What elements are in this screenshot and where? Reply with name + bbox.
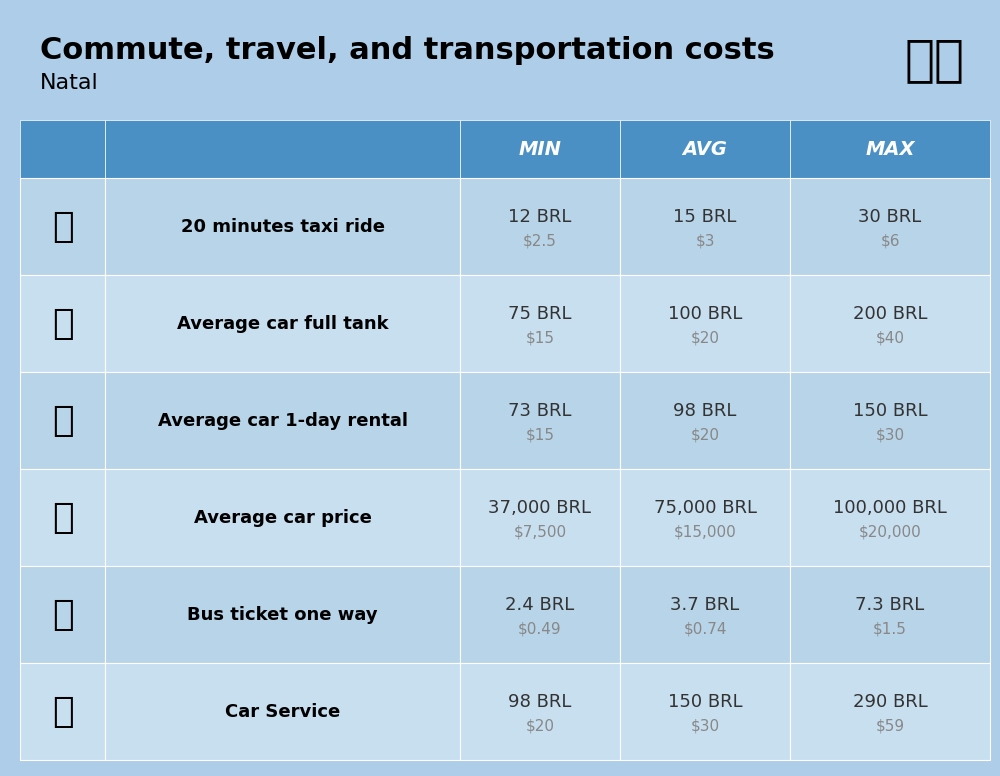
FancyBboxPatch shape: [460, 372, 620, 469]
Text: $30: $30: [690, 719, 720, 733]
FancyBboxPatch shape: [620, 566, 790, 663]
Text: 🛠: 🛠: [52, 695, 73, 729]
Text: $3: $3: [695, 234, 715, 248]
Text: $15: $15: [526, 331, 554, 345]
FancyBboxPatch shape: [20, 275, 105, 372]
Text: $1.5: $1.5: [873, 622, 907, 636]
Text: $7,500: $7,500: [513, 525, 567, 539]
FancyBboxPatch shape: [790, 275, 990, 372]
Text: Average car price: Average car price: [194, 509, 371, 527]
FancyBboxPatch shape: [620, 120, 790, 178]
FancyBboxPatch shape: [105, 120, 460, 178]
Text: 75 BRL: 75 BRL: [508, 305, 572, 323]
FancyBboxPatch shape: [620, 178, 790, 275]
Text: $0.49: $0.49: [518, 622, 562, 636]
Text: Average car 1-day rental: Average car 1-day rental: [158, 412, 408, 430]
Text: Natal: Natal: [40, 73, 99, 93]
FancyBboxPatch shape: [20, 566, 105, 663]
Text: 290 BRL: 290 BRL: [853, 693, 927, 711]
Text: 150 BRL: 150 BRL: [668, 693, 742, 711]
Text: $40: $40: [876, 331, 904, 345]
FancyBboxPatch shape: [105, 663, 460, 760]
Text: $15,000: $15,000: [674, 525, 736, 539]
FancyBboxPatch shape: [790, 663, 990, 760]
FancyBboxPatch shape: [20, 120, 105, 178]
FancyBboxPatch shape: [620, 372, 790, 469]
FancyBboxPatch shape: [460, 469, 620, 566]
FancyBboxPatch shape: [790, 372, 990, 469]
Text: 🚗: 🚗: [52, 501, 73, 535]
FancyBboxPatch shape: [105, 372, 460, 469]
FancyBboxPatch shape: [790, 178, 990, 275]
FancyBboxPatch shape: [20, 372, 105, 469]
Text: 15 BRL: 15 BRL: [673, 208, 737, 226]
FancyBboxPatch shape: [20, 663, 105, 760]
Text: 🚕: 🚕: [52, 210, 73, 244]
Text: 7.3 BRL: 7.3 BRL: [855, 596, 925, 614]
FancyBboxPatch shape: [790, 469, 990, 566]
Text: 🚙: 🚙: [52, 404, 73, 438]
FancyBboxPatch shape: [620, 663, 790, 760]
Text: MIN: MIN: [518, 140, 562, 159]
Text: Average car full tank: Average car full tank: [177, 315, 388, 333]
Text: $15: $15: [526, 428, 554, 442]
Text: $20: $20: [691, 428, 720, 442]
Text: $20: $20: [691, 331, 720, 345]
FancyBboxPatch shape: [105, 469, 460, 566]
Text: Bus ticket one way: Bus ticket one way: [187, 606, 378, 624]
Text: 73 BRL: 73 BRL: [508, 402, 572, 420]
Text: 37,000 BRL: 37,000 BRL: [488, 499, 592, 517]
Text: 2.4 BRL: 2.4 BRL: [505, 596, 575, 614]
Text: 20 minutes taxi ride: 20 minutes taxi ride: [181, 218, 385, 236]
Text: 98 BRL: 98 BRL: [673, 402, 737, 420]
Text: ⛽: ⛽: [52, 307, 73, 341]
FancyBboxPatch shape: [460, 663, 620, 760]
FancyBboxPatch shape: [460, 275, 620, 372]
Text: Car Service: Car Service: [225, 703, 340, 721]
Text: $59: $59: [875, 719, 905, 733]
FancyBboxPatch shape: [20, 469, 105, 566]
Text: $0.74: $0.74: [683, 622, 727, 636]
Text: 🚌: 🚌: [52, 598, 73, 632]
Text: $6: $6: [880, 234, 900, 248]
FancyBboxPatch shape: [460, 120, 620, 178]
Text: 3.7 BRL: 3.7 BRL: [670, 596, 740, 614]
FancyBboxPatch shape: [620, 275, 790, 372]
Text: Commute, travel, and transportation costs: Commute, travel, and transportation cost…: [40, 36, 775, 65]
Text: 12 BRL: 12 BRL: [508, 208, 572, 226]
FancyBboxPatch shape: [20, 178, 105, 275]
Text: 🇧🇷: 🇧🇷: [905, 36, 965, 85]
Text: 100 BRL: 100 BRL: [668, 305, 742, 323]
FancyBboxPatch shape: [105, 275, 460, 372]
FancyBboxPatch shape: [620, 469, 790, 566]
FancyBboxPatch shape: [790, 566, 990, 663]
FancyBboxPatch shape: [790, 120, 990, 178]
Text: 98 BRL: 98 BRL: [508, 693, 572, 711]
FancyBboxPatch shape: [460, 566, 620, 663]
Text: 150 BRL: 150 BRL: [853, 402, 927, 420]
Text: 30 BRL: 30 BRL: [858, 208, 922, 226]
FancyBboxPatch shape: [105, 178, 460, 275]
Text: $20: $20: [526, 719, 554, 733]
Text: 200 BRL: 200 BRL: [853, 305, 927, 323]
FancyBboxPatch shape: [460, 178, 620, 275]
Text: 100,000 BRL: 100,000 BRL: [833, 499, 947, 517]
Text: $20,000: $20,000: [859, 525, 921, 539]
Text: AVG: AVG: [683, 140, 727, 159]
Text: MAX: MAX: [865, 140, 915, 159]
Text: $2.5: $2.5: [523, 234, 557, 248]
Text: 75,000 BRL: 75,000 BRL: [654, 499, 757, 517]
FancyBboxPatch shape: [105, 566, 460, 663]
Text: $30: $30: [875, 428, 905, 442]
